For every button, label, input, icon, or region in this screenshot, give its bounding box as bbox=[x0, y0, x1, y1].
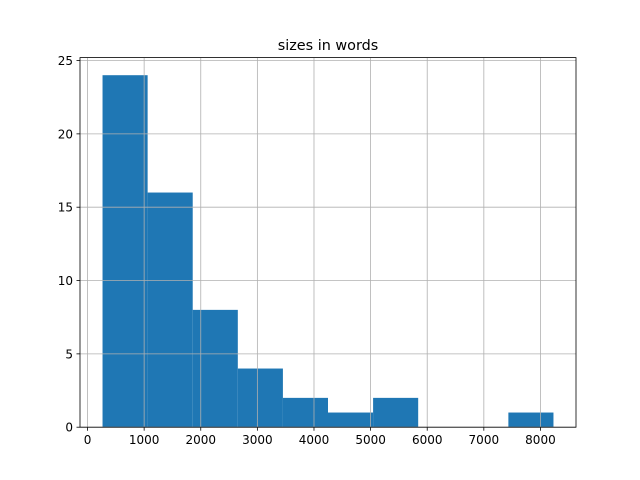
x-tick-label: 5000 bbox=[355, 433, 386, 447]
y-tick-label: 15 bbox=[58, 201, 73, 215]
x-tick-label: 8000 bbox=[525, 433, 556, 447]
bar bbox=[373, 397, 419, 428]
bar bbox=[282, 397, 328, 428]
x-tick-label: 7000 bbox=[469, 433, 500, 447]
x-tick-label: 6000 bbox=[412, 433, 443, 447]
chart-title: sizes in words bbox=[278, 38, 379, 54]
bar bbox=[237, 368, 283, 428]
y-tick-label: 0 bbox=[65, 421, 73, 435]
x-tick-label: 0 bbox=[84, 433, 92, 447]
bar bbox=[147, 192, 193, 428]
y-tick-label: 5 bbox=[65, 347, 73, 361]
y-tick-label: 20 bbox=[58, 127, 73, 141]
y-tick-label: 25 bbox=[58, 54, 73, 68]
plot-frame bbox=[79, 57, 577, 428]
bar bbox=[102, 75, 148, 428]
x-tick-label: 1000 bbox=[129, 433, 160, 447]
x-tick-label: 2000 bbox=[185, 433, 216, 447]
y-tick-label: 10 bbox=[58, 274, 73, 288]
x-tick-label: 4000 bbox=[299, 433, 330, 447]
bar bbox=[328, 412, 374, 428]
bar bbox=[508, 412, 554, 428]
x-tick-label: 3000 bbox=[242, 433, 273, 447]
bar bbox=[192, 309, 238, 428]
